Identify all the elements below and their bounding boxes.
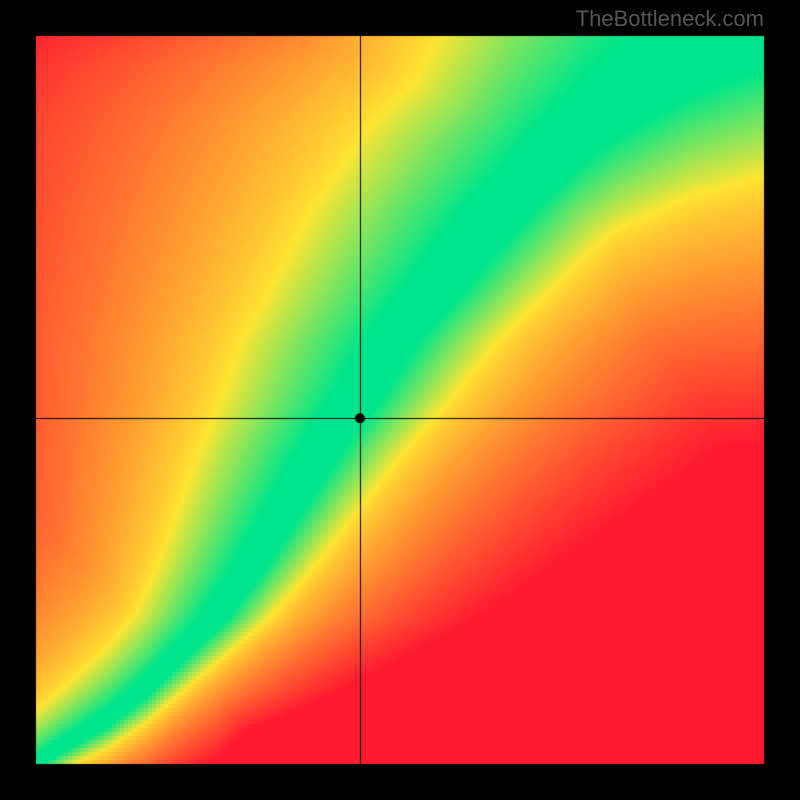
watermark-text: TheBottleneck.com (576, 6, 764, 32)
heatmap-canvas (0, 0, 800, 800)
chart-container: TheBottleneck.com (0, 0, 800, 800)
